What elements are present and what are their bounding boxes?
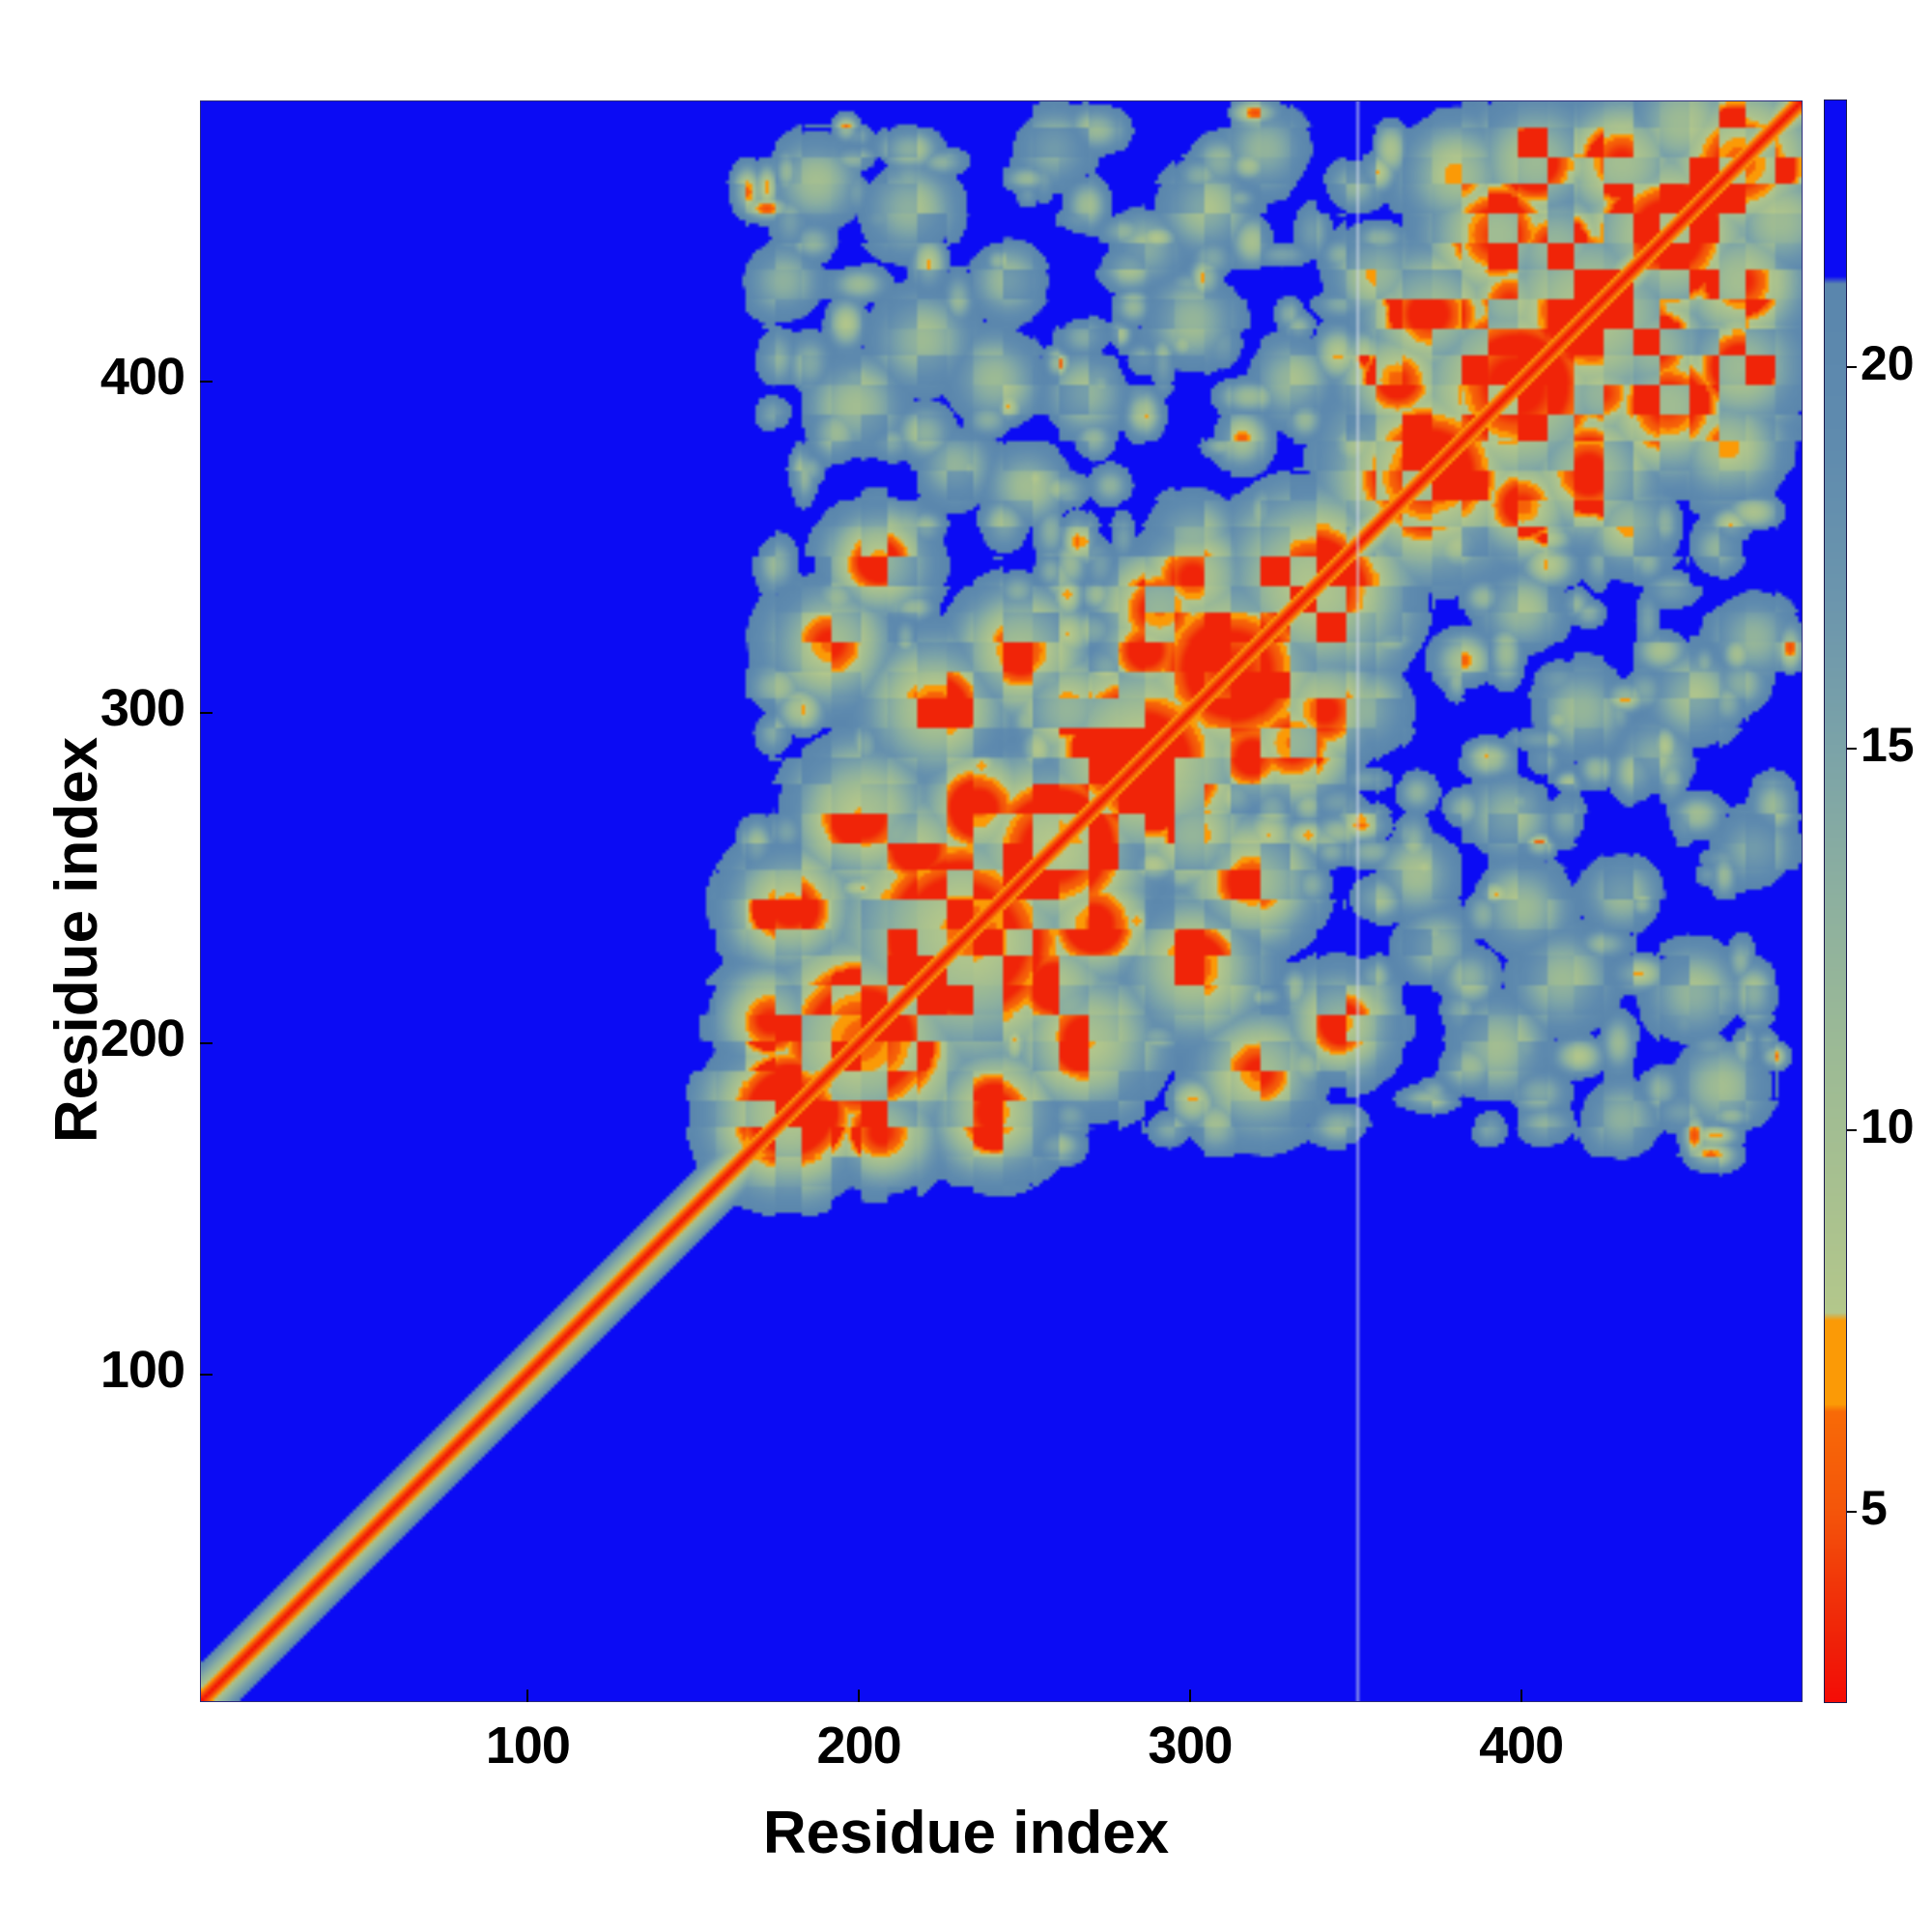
x-tick-100 [526, 1690, 529, 1702]
colorbar-tick-5 [1847, 1511, 1857, 1514]
x-tick-300 [1188, 1690, 1191, 1702]
x-tick-200 [858, 1690, 861, 1702]
y-tick-label: 200 [99, 1009, 185, 1068]
colorbar-tick-label: 20 [1861, 335, 1915, 390]
colorbar-tick-10 [1847, 1129, 1857, 1132]
colorbar-tick-label: 10 [1861, 1099, 1915, 1154]
colorbar-gradient [1825, 100, 1846, 1702]
x-axis-title: Residue index [762, 1800, 1170, 1866]
colorbar [1824, 99, 1847, 1703]
y-tick-label: 100 [99, 1340, 185, 1399]
x-tick-label: 100 [485, 1717, 571, 1775]
x-tick-label: 300 [1148, 1717, 1233, 1775]
x-tick-400 [1520, 1690, 1522, 1702]
colorbar-tick-label: 15 [1861, 717, 1915, 772]
y-tick-label: 400 [99, 348, 185, 407]
y-axis-title: Residue index [43, 736, 110, 1144]
y-tick-400 [200, 381, 213, 384]
y-tick-label: 300 [99, 678, 185, 737]
y-axis-title-wrapper: Residue index [39, 505, 116, 1375]
residue-distance-heatmap [201, 101, 1802, 1701]
heatmap-plot-area [200, 100, 1803, 1702]
y-tick-200 [200, 1042, 213, 1045]
colorbar-tick-20 [1847, 365, 1857, 368]
colorbar-tick-label: 5 [1861, 1481, 1888, 1536]
colorbar-tick-15 [1847, 747, 1857, 750]
y-tick-100 [200, 1373, 213, 1376]
x-tick-label: 200 [816, 1717, 902, 1775]
x-tick-label: 400 [1479, 1717, 1564, 1775]
y-tick-300 [200, 711, 213, 714]
